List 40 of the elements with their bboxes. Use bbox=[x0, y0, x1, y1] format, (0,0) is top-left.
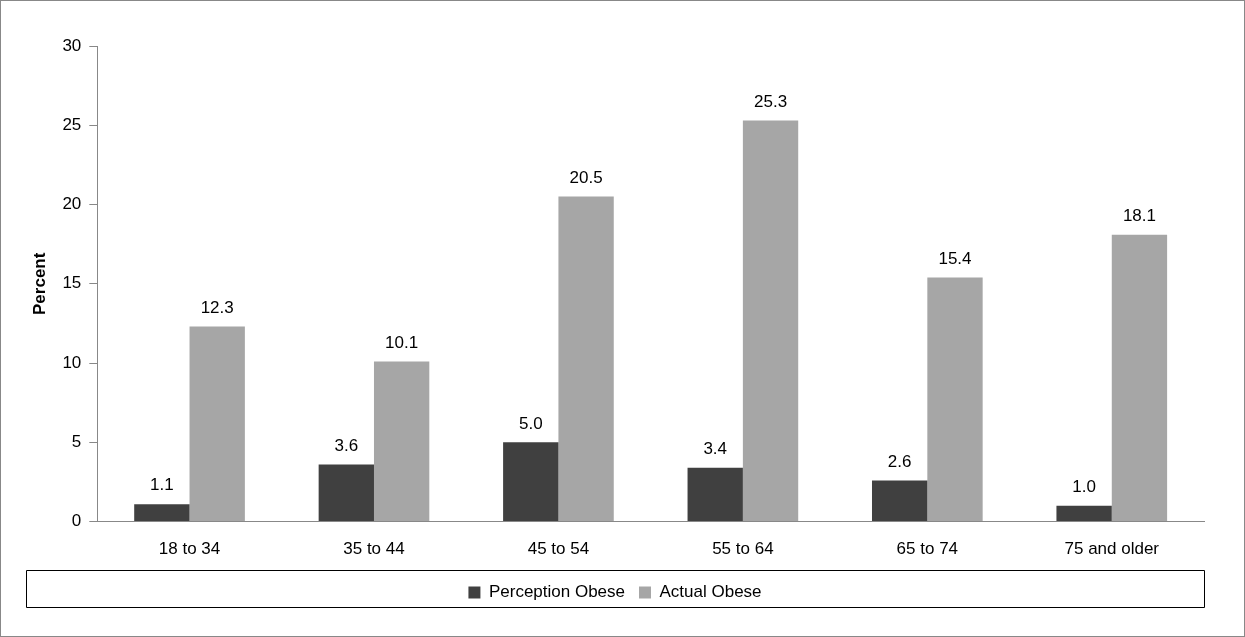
bar bbox=[134, 504, 190, 522]
bar bbox=[318, 464, 374, 522]
data-label: 2.6 bbox=[887, 451, 912, 471]
legend-label: Perception Obese bbox=[488, 582, 626, 602]
y-tick-label: 5 bbox=[71, 432, 82, 452]
bar bbox=[871, 480, 928, 522]
y-tick-label: 0 bbox=[71, 511, 82, 531]
bar bbox=[742, 120, 799, 522]
y-tick-label: 15 bbox=[62, 273, 82, 293]
x-tick-label: 45 to 54 bbox=[527, 539, 590, 559]
data-label: 25.3 bbox=[754, 91, 788, 111]
bar bbox=[189, 326, 245, 522]
bar bbox=[1111, 234, 1168, 522]
x-tick-label: 75 and older bbox=[1064, 539, 1160, 559]
bar bbox=[1056, 505, 1112, 522]
bar bbox=[687, 467, 743, 522]
data-label: 18.1 bbox=[1122, 205, 1156, 225]
bar bbox=[927, 277, 983, 522]
data-label: 5.0 bbox=[518, 413, 543, 433]
x-tick-label: 35 to 44 bbox=[343, 539, 405, 559]
data-label: 1.1 bbox=[150, 475, 174, 495]
data-label: 3.4 bbox=[703, 438, 728, 458]
y-tick-label: 30 bbox=[62, 35, 82, 55]
data-label: 12.3 bbox=[200, 297, 234, 317]
y-tick-label: 25 bbox=[62, 114, 82, 134]
data-label: 20.5 bbox=[569, 167, 603, 187]
y-tick-label: 20 bbox=[62, 194, 82, 214]
x-tick-label: 18 to 34 bbox=[158, 539, 221, 559]
bar bbox=[503, 442, 559, 522]
x-tick-label: 55 to 64 bbox=[712, 539, 774, 559]
data-label: 10.1 bbox=[385, 332, 419, 352]
legend-label: Actual Obese bbox=[659, 582, 762, 602]
y-tick-label: 10 bbox=[62, 352, 82, 372]
data-label: 3.6 bbox=[334, 435, 359, 455]
bar bbox=[373, 361, 430, 522]
data-label: 1.0 bbox=[1072, 476, 1096, 496]
y-axis-title: Percent bbox=[29, 252, 49, 315]
bar bbox=[558, 196, 614, 522]
x-tick-label: 65 to 74 bbox=[896, 539, 959, 559]
data-label: 15.4 bbox=[938, 248, 972, 268]
